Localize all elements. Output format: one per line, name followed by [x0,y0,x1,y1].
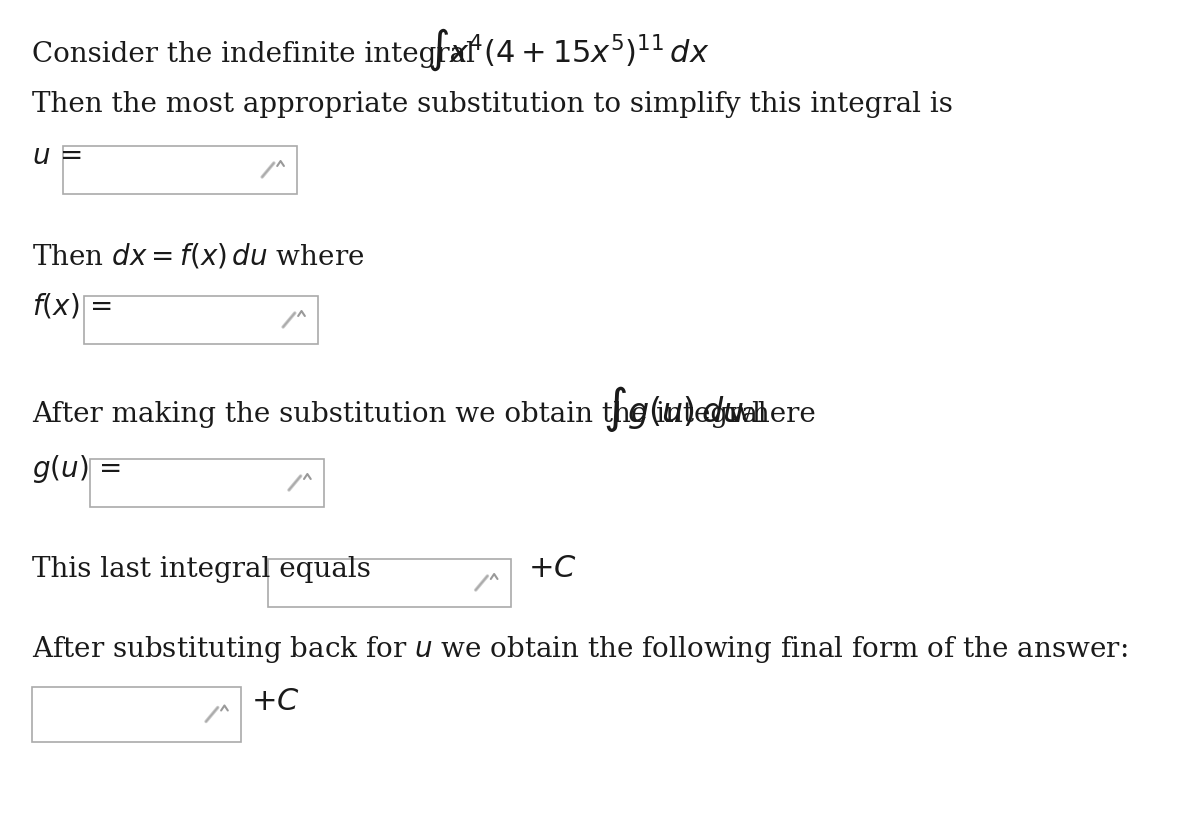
Text: Then the most appropriate substitution to simplify this integral is: Then the most appropriate substitution t… [32,91,953,118]
Text: $\int x^4(4 + 15x^5)^{11}\,dx$: $\int x^4(4 + 15x^5)^{11}\,dx$ [427,27,709,73]
Text: where: where [728,401,816,428]
FancyBboxPatch shape [84,296,318,344]
Text: Then $dx = f(x)\,du$ where: Then $dx = f(x)\,du$ where [32,241,364,270]
Text: $\int g(u)\,du$: $\int g(u)\,du$ [604,384,744,434]
FancyBboxPatch shape [62,146,298,194]
FancyBboxPatch shape [32,687,241,742]
Text: $+C$: $+C$ [528,554,576,583]
Text: After making the substitution we obtain the integral: After making the substitution we obtain … [32,401,767,428]
Text: After substituting back for $u$ we obtain the following final form of the answer: After substituting back for $u$ we obtai… [32,634,1127,665]
Text: $f(x)\,=$: $f(x)\,=$ [32,291,112,320]
FancyBboxPatch shape [268,559,511,607]
Text: $u\,=$: $u\,=$ [32,142,82,170]
Text: $g(u)\,=$: $g(u)\,=$ [32,453,121,485]
FancyBboxPatch shape [90,459,324,507]
Text: Consider the indefinite integral: Consider the indefinite integral [32,41,475,68]
Text: This last integral equals: This last integral equals [32,556,371,583]
Text: $+C$: $+C$ [251,686,300,716]
